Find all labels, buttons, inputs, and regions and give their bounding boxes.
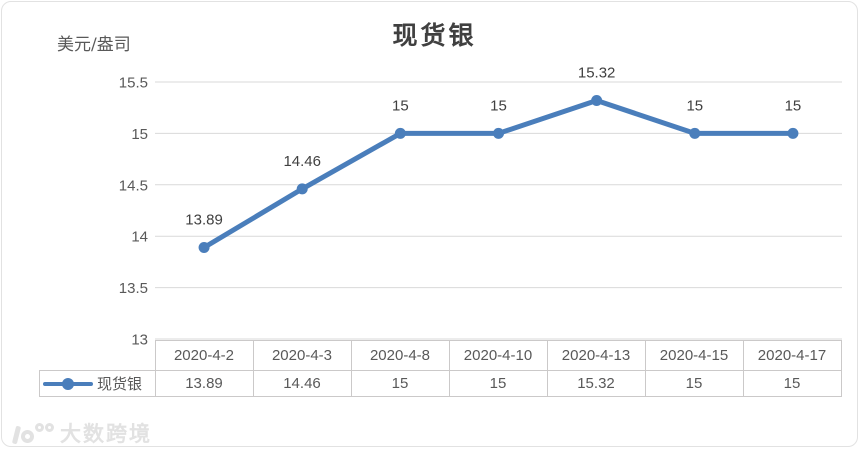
y-axis-title: 美元/盎司: [57, 35, 131, 55]
table-value-cell: 15: [350, 370, 450, 397]
table-date-header: 2020-4-13: [546, 340, 646, 371]
data-point-marker: [296, 183, 308, 195]
data-point-marker: [787, 127, 799, 139]
data-table-wrap: 2020-4-2 2020-4-3 2020-4-8 2020-4-10 2020-4-…: [39, 340, 842, 397]
table-blank-cell: [40, 341, 156, 371]
y-tick-label: 14: [131, 229, 148, 246]
data-point-label: 15: [785, 97, 802, 114]
table-value-cell: 15.32: [546, 370, 646, 397]
table-date-header: 2020-4-3: [252, 340, 352, 371]
table-data-row: 现货银 13.89 14.46 15 15 15.32 15 15: [39, 370, 842, 397]
data-point-marker: [198, 242, 210, 254]
chart-card: 美元/盎司 现货银 15.5 15 14.5 14 13.5 13 13.89 14.46 15…: [1, 1, 858, 447]
data-point-label: 13.89: [185, 212, 223, 229]
series-legend-marker-icon: [43, 377, 93, 390]
y-tick-label: 14.5: [119, 177, 148, 194]
table-value-cell: 13.89: [154, 370, 254, 397]
data-point-label: 14.46: [283, 153, 321, 170]
y-tick-label: 15.5: [119, 75, 148, 92]
legend-cell: 现货银: [39, 370, 156, 397]
data-point-marker: [493, 127, 504, 139]
data-point-marker: [591, 95, 603, 107]
dashu-logo-icon: [11, 420, 56, 446]
data-table: 2020-4-2 2020-4-3 2020-4-8 2020-4-10 2020-4-…: [39, 340, 842, 397]
y-tick-label: 13.5: [119, 280, 148, 297]
table-date-header: 2020-4-17: [742, 340, 842, 371]
data-point-label: 15: [686, 97, 703, 114]
table-value-cell: 15: [448, 370, 548, 397]
watermark-text: 大数跨境: [60, 423, 152, 446]
series-line: [201, 98, 796, 251]
chart-title: 现货银: [392, 21, 477, 50]
table-date-header: 2020-4-8: [350, 340, 450, 371]
data-point-marker: [394, 127, 406, 139]
table-value-cell: 15: [742, 370, 842, 397]
table-date-header: 2020-4-2: [154, 340, 254, 371]
table-date-header: 2020-4-10: [448, 340, 548, 371]
data-point-label: 15.32: [578, 65, 616, 82]
y-tick-label: 13: [131, 332, 148, 349]
data-point-marker: [689, 127, 701, 139]
table-value-cell: 14.46: [252, 370, 352, 397]
legend-series-label: 现货银: [97, 375, 143, 393]
table-header-row: 2020-4-2 2020-4-3 2020-4-8 2020-4-10 2020-4-…: [40, 340, 842, 371]
data-point-label: 15: [392, 97, 409, 114]
watermark: 大数跨境: [11, 419, 152, 447]
y-tick-label: 15: [131, 126, 148, 143]
data-point-label: 15: [490, 97, 507, 114]
table-value-cell: 15: [644, 370, 744, 397]
table-date-header: 2020-4-15: [644, 340, 744, 371]
